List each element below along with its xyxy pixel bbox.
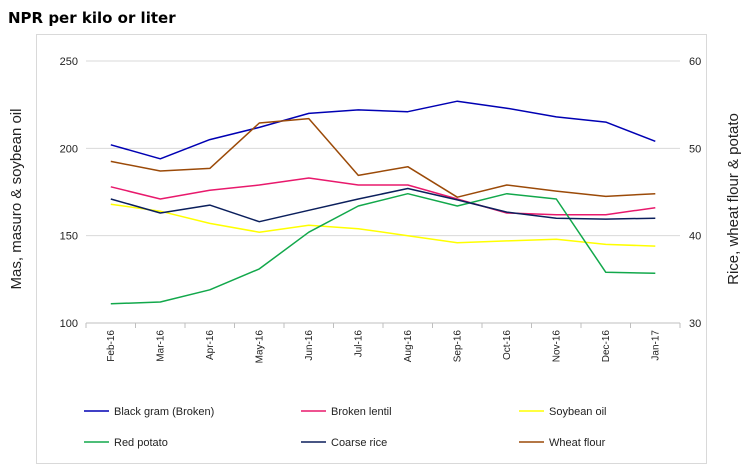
chart-frame [36, 34, 707, 464]
series-line [110, 192, 656, 305]
legend-label: Black gram (Broken) [114, 406, 214, 418]
y-axis-left-ticks: 100 150 200 250 [60, 56, 78, 330]
y-left-tick-label: 200 [60, 143, 78, 155]
gridlines [86, 60, 680, 324]
y-axis-right-ticks: 30 40 50 60 [689, 56, 701, 330]
y-left-tick-label: 100 [60, 318, 78, 330]
series-lines [110, 100, 656, 305]
legend-label: Coarse rice [331, 437, 387, 449]
y-left-tick-label: 250 [60, 56, 78, 68]
y-right-tick-label: 60 [689, 56, 701, 68]
series-line [110, 203, 656, 247]
y-axis-right-label: Rice, wheat flour & potato [725, 113, 741, 285]
legend-label: Wheat flour [549, 437, 606, 449]
x-tick-label: Jan-17 [650, 330, 661, 361]
y-right-tick-label: 30 [689, 318, 701, 330]
x-tick-label: Feb-16 [106, 330, 117, 362]
series-line [110, 177, 656, 216]
x-tick-label: Apr-16 [205, 330, 216, 360]
x-tick-label: Jun-16 [304, 330, 315, 361]
x-tick-label: May-16 [254, 330, 265, 364]
legend-label: Soybean oil [549, 406, 607, 418]
x-tick-label: Nov-16 [551, 330, 562, 363]
series-line [110, 117, 656, 198]
chart-title: NPR per kilo or liter [8, 9, 176, 27]
y-right-tick-label: 40 [689, 231, 701, 243]
legend-label: Red potato [114, 437, 168, 449]
legend: Black gram (Broken) Broken lentil Soybean … [84, 406, 607, 449]
legend-label: Broken lentil [331, 406, 392, 418]
y-left-tick-label: 150 [60, 231, 78, 243]
x-tick-label: Sep-16 [452, 330, 463, 363]
x-tick-label: Mar-16 [155, 330, 166, 362]
series-line [110, 187, 656, 223]
series-line [110, 100, 656, 160]
x-tick-label: Jul-16 [353, 330, 364, 358]
x-axis-ticks: Feb-16 Mar-16 Apr-16 May-16 Jun-16 Jul-16 Aug-… [85, 322, 681, 364]
y-axis-left-label: Mas, masuro & soybean oil [8, 109, 25, 290]
x-tick-label: Oct-16 [502, 330, 513, 360]
x-tick-label: Dec-16 [601, 330, 612, 363]
x-tick-label: Aug-16 [403, 330, 414, 363]
y-right-tick-label: 50 [689, 143, 701, 155]
